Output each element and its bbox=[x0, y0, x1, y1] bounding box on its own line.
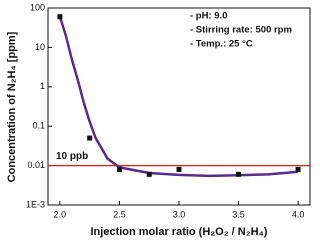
x-tick-label: 2.5 bbox=[113, 209, 126, 219]
x-tick-label: 2.0 bbox=[54, 209, 67, 219]
data-point bbox=[87, 135, 93, 141]
data-point bbox=[57, 14, 63, 20]
y-tick-label: 100 bbox=[30, 2, 45, 12]
x-tick-label: 3.5 bbox=[232, 209, 245, 219]
reference-label: 10 ppb bbox=[56, 151, 88, 162]
annotation: - Temp.: 25 °C bbox=[190, 39, 253, 50]
annotation: - Stirring rate: 500 rpm bbox=[190, 25, 292, 36]
y-tick-label: 0.1 bbox=[32, 121, 45, 131]
y-tick-label: 1 bbox=[40, 81, 45, 91]
annotation: - pH: 9.0 bbox=[190, 11, 227, 22]
data-point bbox=[176, 166, 182, 172]
y-tick-label: 1E-3 bbox=[26, 199, 45, 209]
fit-curve bbox=[58, 16, 299, 178]
y-tick-label: 0.01 bbox=[27, 160, 45, 170]
data-point bbox=[295, 166, 301, 172]
data-point bbox=[146, 171, 152, 177]
data-point bbox=[116, 166, 122, 172]
data-point bbox=[236, 171, 242, 177]
y-tick-label: 10 bbox=[35, 42, 45, 52]
x-tick-label: 3.0 bbox=[173, 209, 186, 219]
x-axis-label: Injection molar ratio (H₂O₂ / N₂H₄) bbox=[91, 226, 268, 238]
y-axis-label: Concentration of N₂H₄ [ppm] bbox=[6, 31, 18, 182]
x-tick-label: 4.0 bbox=[292, 209, 305, 219]
